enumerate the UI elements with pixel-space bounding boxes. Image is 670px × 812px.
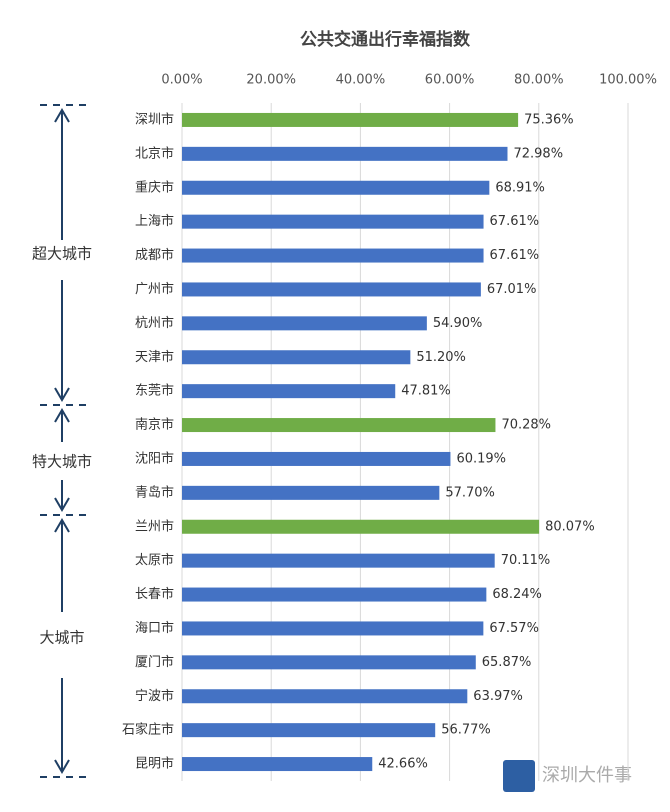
value-label: 80.07% — [545, 519, 595, 534]
value-label: 47.81% — [401, 384, 451, 399]
bar — [182, 655, 476, 670]
y-tick-label: 东莞市 — [135, 383, 174, 399]
value-label: 67.61% — [490, 248, 540, 263]
y-tick-label: 沈阳市 — [135, 450, 174, 466]
y-tick-label: 石家庄市 — [122, 722, 174, 738]
bar — [182, 519, 540, 534]
y-tick-label: 太原市 — [135, 552, 174, 568]
y-tick-label: 兰州市 — [135, 518, 174, 534]
x-tick-label: 20.00% — [246, 73, 296, 88]
bar — [182, 214, 484, 229]
bar — [182, 451, 451, 466]
value-label: 54.90% — [433, 316, 483, 331]
y-tick-label: 宁波市 — [135, 688, 174, 704]
x-tick-label: 40.00% — [336, 73, 386, 88]
bracket-arrow — [54, 678, 70, 774]
value-label: 57.70% — [445, 485, 495, 500]
y-tick-label: 海口市 — [135, 620, 174, 636]
value-label: 56.77% — [441, 723, 491, 738]
watermark-icon — [503, 760, 535, 792]
group-brackets — [40, 104, 88, 778]
bracket-arrow — [54, 408, 70, 442]
x-tick-label: 60.00% — [425, 73, 475, 88]
value-label: 60.19% — [456, 451, 506, 466]
x-tick-label: 80.00% — [514, 73, 564, 88]
y-tick-label: 杭州市 — [135, 315, 174, 331]
y-tick-label: 青岛市 — [135, 484, 174, 500]
bracket-arrow — [54, 280, 70, 402]
bar — [182, 723, 436, 738]
value-label: 51.20% — [416, 350, 466, 365]
y-tick-label: 昆明市 — [135, 756, 174, 772]
watermark: 深圳大件事 — [542, 765, 632, 786]
chart-title: 公共交通出行幸福指数 — [300, 29, 471, 50]
bar — [182, 587, 487, 602]
value-label: 70.28% — [501, 418, 551, 433]
bar — [182, 350, 411, 365]
value-label: 65.87% — [482, 655, 532, 670]
bar — [182, 112, 519, 127]
bar — [182, 384, 396, 399]
y-tick-label: 深圳市 — [135, 111, 174, 127]
value-label: 72.98% — [513, 146, 563, 161]
bar — [182, 485, 440, 500]
bar — [182, 248, 484, 263]
bar — [182, 418, 496, 433]
value-label: 68.24% — [492, 587, 542, 602]
x-tick-label: 0.00% — [161, 73, 202, 88]
y-tick-label: 北京市 — [135, 145, 174, 161]
group-label: 大城市 — [39, 629, 84, 647]
bar — [182, 689, 468, 704]
value-label: 67.01% — [487, 282, 537, 297]
value-label: 75.36% — [524, 112, 574, 127]
value-label: 67.57% — [489, 621, 539, 636]
bracket-arrow — [54, 518, 70, 612]
bracket-arrow — [54, 108, 70, 240]
bar — [182, 757, 373, 772]
y-tick-label: 长春市 — [135, 586, 174, 602]
bar — [182, 553, 495, 568]
bar — [182, 282, 481, 297]
bar — [182, 180, 490, 195]
x-tick-label: 100.00% — [599, 73, 657, 88]
y-tick-label: 广州市 — [135, 281, 174, 297]
y-tick-label: 重庆市 — [135, 179, 174, 195]
bar — [182, 146, 508, 161]
y-tick-label: 上海市 — [135, 213, 174, 229]
value-label: 67.61% — [490, 214, 540, 229]
y-tick-label: 天津市 — [135, 349, 174, 365]
group-label: 超大城市 — [32, 245, 92, 263]
y-tick-label: 南京市 — [135, 417, 174, 433]
y-tick-label: 成都市 — [135, 247, 174, 263]
value-label: 63.97% — [473, 689, 523, 704]
bracket-arrow — [54, 480, 70, 512]
bar — [182, 621, 484, 636]
value-label: 70.11% — [501, 553, 551, 568]
value-label: 42.66% — [378, 757, 428, 772]
y-tick-label: 厦门市 — [135, 654, 174, 670]
bar — [182, 316, 427, 331]
value-label: 68.91% — [495, 180, 545, 195]
group-label: 特大城市 — [32, 453, 92, 471]
